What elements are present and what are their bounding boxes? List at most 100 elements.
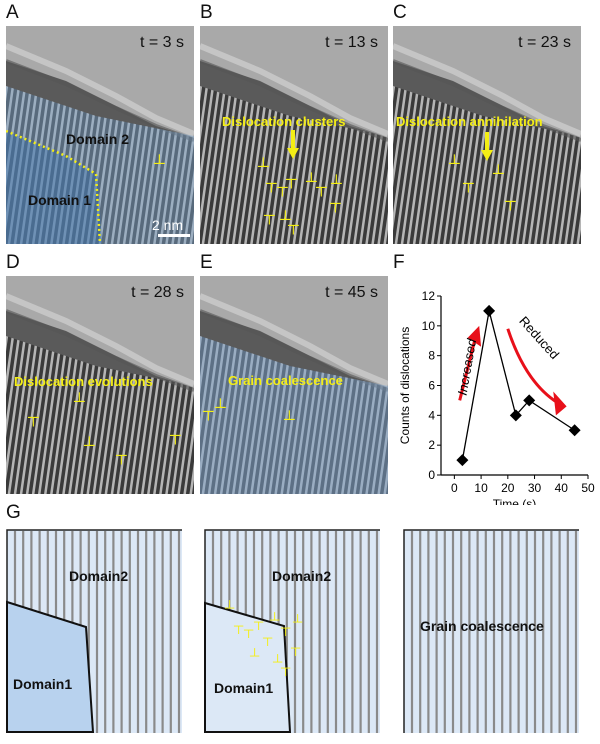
x-tick-label: 0	[451, 481, 458, 495]
dislocation-symbol: ┴	[331, 175, 342, 192]
dislocation-symbol: ┬	[244, 622, 254, 637]
dislocation-symbol: ┴	[154, 155, 165, 172]
data-point	[568, 424, 581, 437]
data-point	[509, 409, 522, 422]
dislocation-symbol: ┬	[286, 171, 297, 188]
dislocation-symbol: ┬	[263, 630, 273, 645]
dislocation-symbol: ┴	[449, 155, 460, 172]
dislocation-symbol: ┴	[493, 165, 504, 182]
panel-label-d: D	[6, 252, 20, 273]
crystal-lattice	[6, 86, 194, 244]
domain-1-region	[204, 601, 292, 733]
dislocation-symbol: ┬	[463, 175, 474, 192]
y-tick-label: 10	[422, 319, 436, 333]
dislocation-count-chart: 0 2 4 6 8 10 12 0 10 20 30 40 50 Time (s) Counts of di…	[398, 289, 595, 505]
schematic-dislocations	[204, 529, 380, 733]
arrow-head-icon	[467, 325, 482, 347]
domain-boundary	[6, 129, 102, 244]
reduced-annotation: Reduced	[516, 313, 562, 362]
time-label: t = 13 s	[325, 34, 378, 51]
crystal-lattice	[6, 336, 194, 494]
dislocation-symbol: ┴	[273, 654, 283, 669]
annotation-text: Dislocation clusters	[222, 114, 346, 129]
arrow-down-icon	[481, 132, 493, 161]
y-tick-label: 4	[428, 408, 435, 422]
domain-1-region	[6, 600, 95, 733]
y-tick-label: 2	[428, 438, 435, 452]
time-label: t = 28 s	[131, 284, 184, 301]
tem-image-c: t = 23 s Dislocation annihilation ┴ ┬ ┴ …	[393, 26, 581, 244]
scale-bar-label: 2 nm	[152, 217, 184, 233]
schematic-coalesced	[403, 529, 579, 733]
data-point	[523, 394, 536, 407]
tem-image-d: t = 28 s Dislocation evolutions ┬ ┴ ┴ ┬ …	[6, 276, 194, 494]
x-tick-label: 30	[528, 481, 542, 495]
annotation-text: Dislocation evolutions	[14, 374, 153, 389]
dislocation-symbol: ┬	[234, 618, 244, 633]
x-axis-label: Time (s)	[493, 497, 537, 505]
annotation-text: Grain coalescence	[228, 373, 343, 388]
dislocation-symbol: ┬	[203, 403, 214, 420]
dislocation-symbol: ┬	[266, 175, 277, 192]
lattice-image	[6, 276, 194, 494]
domain-1-label: Domain 1	[28, 192, 92, 208]
dislocation-symbol: ┴	[74, 393, 85, 410]
dislocation-symbol: ┴	[270, 612, 280, 627]
time-label: t = 3 s	[139, 34, 184, 51]
schematic-domain-2-label: Domain2	[69, 568, 129, 584]
domain-2-label: Domain 2	[66, 131, 130, 147]
panel-label-g: G	[6, 502, 21, 523]
increase-arrow	[458, 335, 478, 401]
dislocation-symbol: ┬	[170, 427, 181, 444]
dislocation-symbol: ┴	[84, 437, 95, 454]
panel-label-f: F	[393, 252, 405, 273]
dislocation-symbol: ┬	[116, 447, 127, 464]
schematic-domain-1-label: Domain1	[214, 680, 274, 696]
x-tick-label: 40	[555, 481, 569, 495]
dislocation-symbol: ┬	[330, 195, 341, 212]
lattice-image	[6, 26, 194, 244]
data-point	[483, 304, 496, 317]
tem-image-b: t = 13 s Dislocation clusters ┴ ┬ ┬ ┬ ┴ …	[200, 26, 388, 244]
dislocation-symbol: ┴	[225, 600, 235, 615]
dislocation-symbol: ┴	[284, 411, 295, 428]
dislocation-symbol: ┴	[250, 648, 260, 663]
dislocation-symbol: ┬	[316, 179, 327, 196]
y-tick-label: 8	[428, 349, 435, 363]
x-tick-label: 10	[474, 481, 488, 495]
schematic-frame	[403, 529, 579, 733]
schematic-domain-1-label: Domain1	[13, 676, 73, 692]
schematic-coalescence-label: Grain coalescence	[420, 618, 544, 634]
time-label: t = 23 s	[518, 34, 571, 51]
dislocation-symbol: ┬	[288, 217, 299, 234]
dislocation-symbol: ┬	[28, 409, 39, 426]
dislocation-symbol: ┴	[215, 399, 226, 416]
y-tick-label: 12	[422, 289, 436, 303]
data-point	[456, 454, 469, 467]
dislocation-symbol: ┬	[505, 193, 516, 210]
time-label: t = 45 s	[325, 284, 378, 301]
panel-label-c: C	[393, 2, 407, 23]
annotation-text: Dislocation annihilation	[396, 114, 543, 129]
dislocation-symbol: ┬	[264, 207, 275, 224]
dislocation-symbol: ┴	[306, 173, 317, 190]
dislocation-symbol: ┬	[281, 660, 291, 675]
panel-label-a: A	[6, 2, 19, 23]
dislocation-symbol: ┬	[291, 640, 301, 655]
panel-label-b: B	[200, 2, 213, 23]
tem-image-e: t = 45 s Grain coalescence ┬ ┴ ┴	[200, 276, 388, 494]
dislocation-symbol: ┴	[280, 211, 291, 228]
x-tick-label: 20	[501, 481, 515, 495]
y-tick-label: 6	[428, 379, 435, 393]
arrow-down-icon	[287, 130, 299, 159]
dislocation-symbol: ┬	[277, 179, 288, 196]
panel-label-e: E	[200, 252, 213, 273]
y-tick-label: 0	[428, 468, 435, 482]
dislocation-symbol: ┴	[258, 158, 269, 175]
crystal-lattice	[393, 86, 581, 244]
schematic-initial	[6, 529, 182, 733]
lattice-image	[200, 276, 388, 494]
arrow-head-icon	[553, 391, 567, 416]
y-axis-label: Counts of dislocations	[398, 327, 412, 444]
dislocation-symbol: ┴	[293, 614, 303, 629]
